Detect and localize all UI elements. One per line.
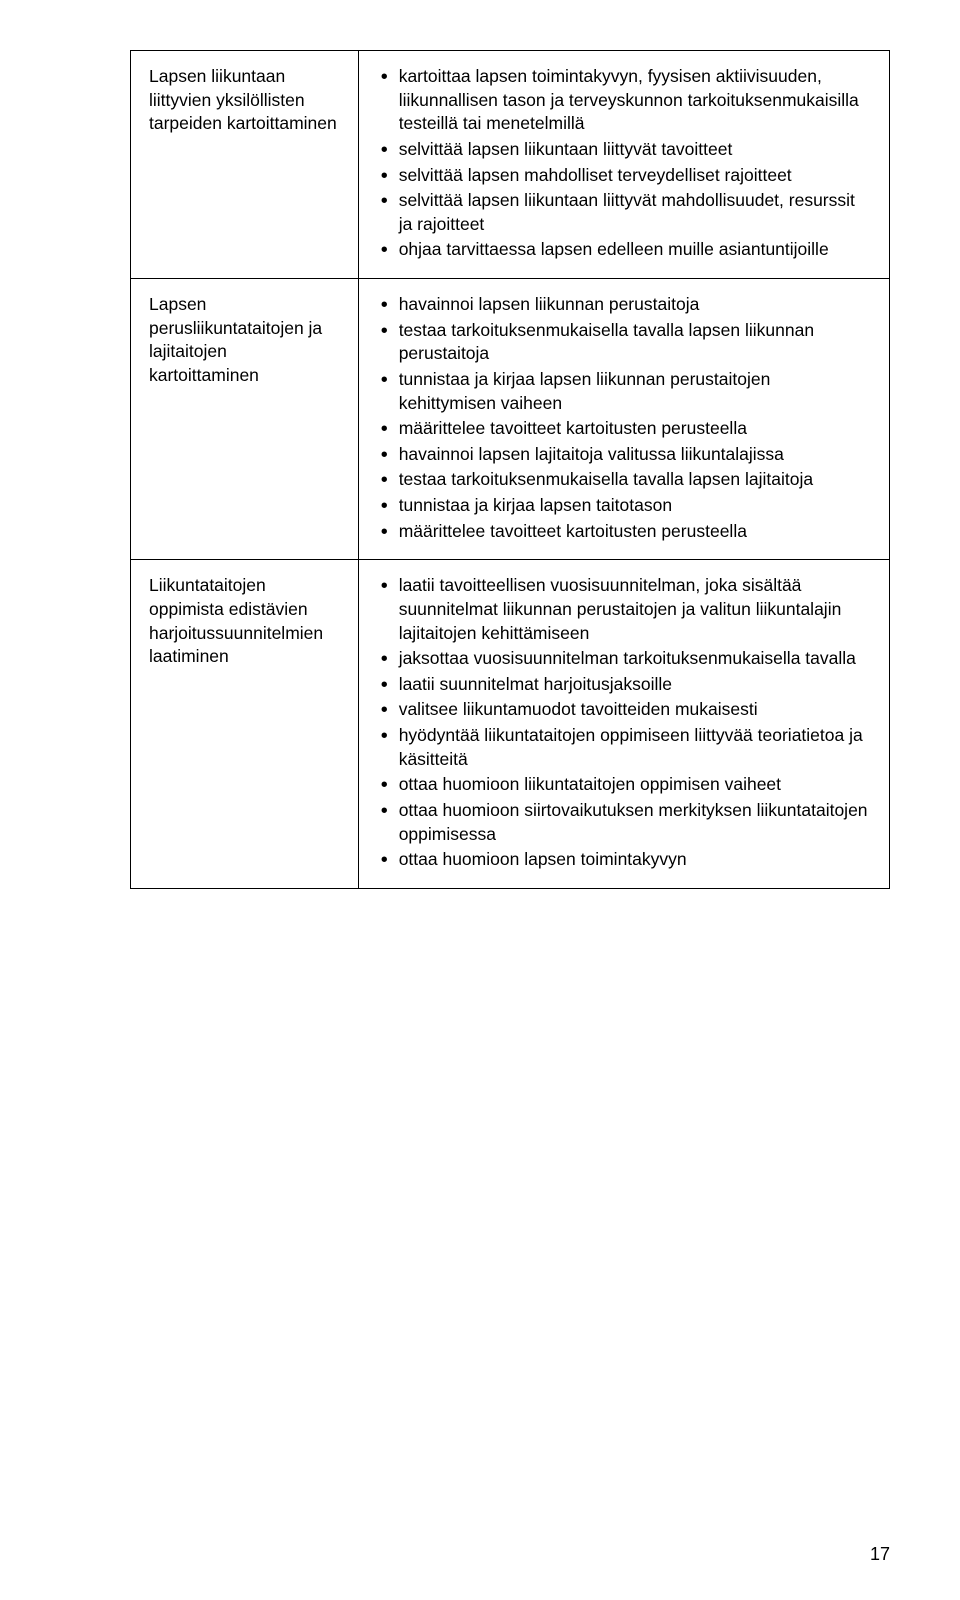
row-title: Lapsen perusliikuntataitojen ja lajitait… xyxy=(131,279,359,560)
list-item: selvittää lapsen liikuntaan liittyvät ta… xyxy=(377,138,871,162)
list-item: havainnoi lapsen lajitaitoja valitussa l… xyxy=(377,443,871,467)
list-item: määrittelee tavoitteet kartoitusten peru… xyxy=(377,520,871,544)
list-item: määrittelee tavoitteet kartoitusten peru… xyxy=(377,417,871,441)
row-bullets: laatii tavoitteellisen vuosisuunnitelman… xyxy=(358,560,889,889)
row-title: Lapsen liikuntaan liittyvien yksilöllist… xyxy=(131,51,359,279)
list-item: tunnistaa ja kirjaa lapsen taitotason xyxy=(377,494,871,518)
list-item: testaa tarkoituksenmukaisella tavalla la… xyxy=(377,319,871,366)
list-item: ottaa huomioon siirtovaikutuksen merkity… xyxy=(377,799,871,846)
bullet-list: kartoittaa lapsen toimintakyvyn, fyysise… xyxy=(377,65,871,262)
bullet-list: havainnoi lapsen liikunnan perustaitojat… xyxy=(377,293,871,543)
list-item: selvittää lapsen mahdolliset terveydelli… xyxy=(377,164,871,188)
list-item: ohjaa tarvittaessa lapsen edelleen muill… xyxy=(377,238,871,262)
row-bullets: havainnoi lapsen liikunnan perustaitojat… xyxy=(358,279,889,560)
list-item: jaksottaa vuosisuunnitelman tarkoituksen… xyxy=(377,647,871,671)
list-item: laatii tavoitteellisen vuosisuunnitelman… xyxy=(377,574,871,645)
content-table: Lapsen liikuntaan liittyvien yksilöllist… xyxy=(130,50,890,889)
list-item: ottaa huomioon lapsen toimintakyvyn xyxy=(377,848,871,872)
list-item: kartoittaa lapsen toimintakyvyn, fyysise… xyxy=(377,65,871,136)
table-row: Lapsen liikuntaan liittyvien yksilöllist… xyxy=(131,51,890,279)
table-row: Liikuntataitojen oppimista edistävien ha… xyxy=(131,560,890,889)
list-item: ottaa huomioon liikuntataitojen oppimise… xyxy=(377,773,871,797)
page-number: 17 xyxy=(870,1544,890,1565)
list-item: selvittää lapsen liikuntaan liittyvät ma… xyxy=(377,189,871,236)
list-item: valitsee liikuntamuodot tavoitteiden muk… xyxy=(377,698,871,722)
list-item: tunnistaa ja kirjaa lapsen liikunnan per… xyxy=(377,368,871,415)
list-item: hyödyntää liikuntataitojen oppimiseen li… xyxy=(377,724,871,771)
table-row: Lapsen perusliikuntataitojen ja lajitait… xyxy=(131,279,890,560)
list-item: laatii suunnitelmat harjoitusjaksoille xyxy=(377,673,871,697)
row-title: Liikuntataitojen oppimista edistävien ha… xyxy=(131,560,359,889)
bullet-list: laatii tavoitteellisen vuosisuunnitelman… xyxy=(377,574,871,872)
list-item: havainnoi lapsen liikunnan perustaitoja xyxy=(377,293,871,317)
row-bullets: kartoittaa lapsen toimintakyvyn, fyysise… xyxy=(358,51,889,279)
list-item: testaa tarkoituksenmukaisella tavalla la… xyxy=(377,468,871,492)
